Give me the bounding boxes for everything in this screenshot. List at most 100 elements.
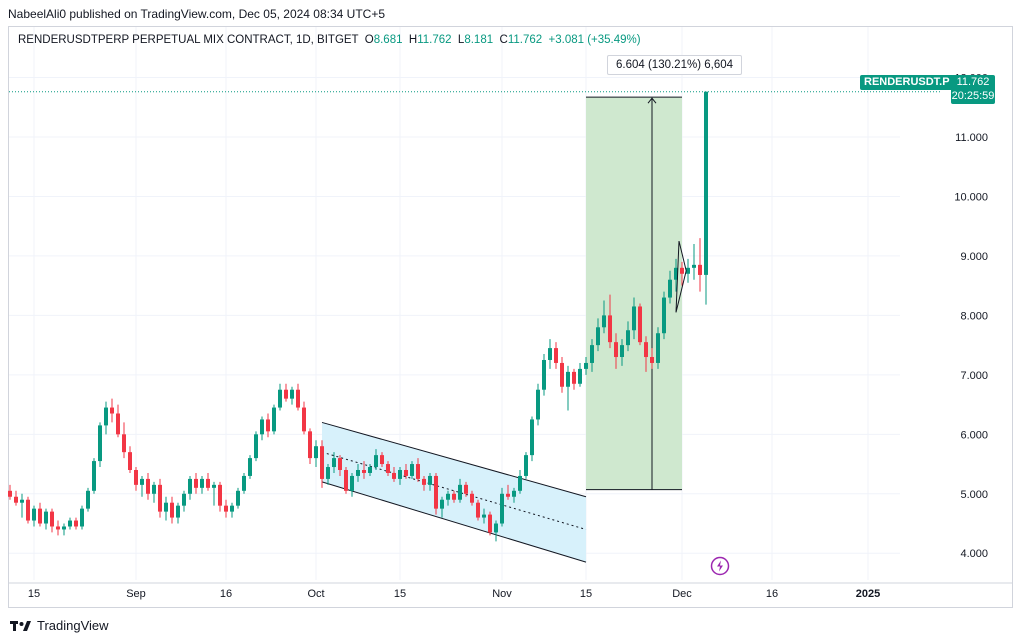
legend-open-label: O — [365, 34, 374, 46]
candle-body — [326, 467, 330, 479]
candle-body — [158, 485, 162, 512]
candle-body — [608, 315, 612, 342]
x-tick-label: Dec — [672, 588, 692, 600]
legend-high-label: H — [409, 34, 417, 46]
candle-body — [344, 470, 348, 491]
candle-body — [200, 479, 204, 488]
bar-countdown: 20:25:59 — [951, 89, 995, 103]
candle-body — [80, 509, 84, 527]
candle-body — [278, 390, 282, 408]
candle-body — [92, 461, 96, 491]
footer-brand[interactable]: TradingView — [10, 618, 109, 633]
candle-body — [20, 500, 24, 503]
candle-body — [254, 434, 258, 458]
candle-body — [704, 92, 708, 275]
candle-body — [548, 348, 552, 360]
candle-body — [602, 315, 606, 327]
candle-body — [248, 458, 252, 476]
candle-body — [140, 479, 144, 485]
candle-body — [236, 491, 240, 506]
candle-body — [122, 434, 126, 452]
candle-body — [86, 491, 90, 509]
measure-range-box — [586, 97, 682, 489]
legend-change: +3.081 (+35.49%) — [549, 34, 641, 46]
x-tick-label: 15 — [580, 588, 592, 600]
candle-body — [260, 419, 264, 434]
candle-body — [668, 280, 672, 298]
y-tick-label: 7.000 — [960, 370, 988, 382]
x-tick-label: Sep — [126, 588, 146, 600]
candle-body — [356, 470, 360, 476]
candle-body — [500, 494, 504, 524]
candle-body — [422, 479, 426, 485]
candle-body — [308, 431, 312, 458]
candle-body — [656, 333, 660, 363]
chart-legend: RENDERUSDTPERP PERPETUAL MIX CONTRACT, 1… — [18, 34, 641, 46]
candle-body — [458, 485, 462, 500]
candle-body — [416, 464, 420, 479]
lightning-event-icon[interactable] — [710, 556, 730, 576]
candle-body — [164, 503, 168, 512]
candle-body — [512, 491, 516, 497]
candle-body — [8, 491, 12, 497]
candle-body — [626, 330, 630, 345]
candle-body — [338, 458, 342, 470]
candle-body — [146, 479, 150, 494]
last-price-value: 11.762 — [951, 75, 995, 89]
candle-body — [392, 473, 396, 479]
candle-body — [284, 390, 288, 399]
y-tick-label: 5.000 — [960, 489, 988, 501]
candle-body — [476, 503, 480, 518]
candle-body — [650, 357, 654, 363]
candle-body — [566, 372, 570, 387]
candle-body — [524, 455, 528, 476]
candle-body — [446, 494, 450, 500]
candle-body — [14, 497, 18, 503]
candle-body — [518, 476, 522, 491]
candle-body — [302, 408, 306, 432]
y-tick-label: 11.000 — [955, 132, 988, 144]
y-tick-label: 8.000 — [960, 310, 988, 322]
candle-body — [170, 503, 174, 518]
candle-body — [620, 345, 624, 357]
y-tick-label: 10.000 — [954, 191, 988, 203]
candle-body — [104, 408, 108, 426]
candle-body — [452, 494, 456, 500]
candle-body — [98, 425, 102, 461]
candle-body — [56, 526, 60, 529]
candle-body — [32, 509, 36, 521]
candle-body — [614, 342, 618, 357]
candle-body — [536, 390, 540, 420]
candle-body — [362, 470, 366, 473]
candle-body — [560, 363, 564, 387]
candle-body — [644, 342, 648, 357]
candle-body — [464, 485, 468, 494]
candle-body — [638, 306, 642, 342]
candle-body — [698, 265, 702, 275]
x-tick-label: 15 — [394, 588, 406, 600]
candle-body — [596, 327, 600, 345]
candle-body — [26, 500, 30, 521]
legend-symbol: RENDERUSDTPERP PERPETUAL MIX CONTRACT, 1… — [18, 34, 358, 46]
candle-body — [470, 494, 474, 503]
symbol-price-tag: RENDERUSDT.P — [860, 75, 954, 90]
candle-body — [692, 265, 696, 268]
x-tick-label: 16 — [766, 588, 778, 600]
candle-body — [314, 446, 318, 458]
candle-body — [440, 500, 444, 509]
candle-body — [320, 446, 324, 479]
candle-body — [374, 455, 378, 467]
y-tick-label: 6.000 — [960, 429, 988, 441]
legend-close-label: C — [500, 34, 508, 46]
candle-body — [368, 467, 372, 473]
candle-body — [230, 506, 234, 512]
candle-body — [212, 485, 216, 488]
candle-body — [266, 419, 270, 431]
candle-body — [290, 390, 294, 399]
candle-body — [404, 470, 408, 476]
legend-high-value: 11.762 — [417, 34, 451, 46]
x-tick-label: 15 — [28, 588, 40, 600]
candle-body — [128, 452, 132, 470]
candle-body — [542, 360, 546, 390]
